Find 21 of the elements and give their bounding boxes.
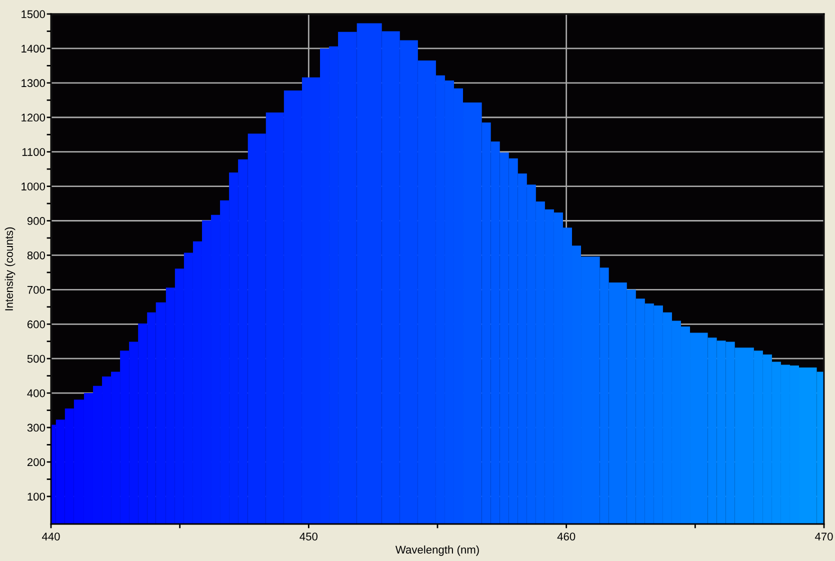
x-axis-title: Wavelength (nm) [395, 545, 479, 556]
y-tick-label: 900 [27, 217, 46, 225]
y-tick-label: 1500 [22, 10, 46, 18]
x-tick-label: 450 [300, 532, 318, 540]
x-tick-label: 440 [42, 532, 60, 540]
y-tick-label: 1200 [22, 114, 46, 122]
y-tick-label: 200 [27, 458, 46, 466]
y-tick-label: 400 [27, 389, 46, 398]
y-tick-label: 300 [27, 424, 46, 432]
y-tick-label: 800 [27, 251, 46, 260]
y-tick-label: 100 [28, 492, 46, 501]
y-tick-label: 500 [27, 354, 46, 363]
x-tick-label: 460 [557, 532, 576, 540]
y-axis-title: Intensity (counts) [4, 227, 16, 310]
y-tick-label: 1000 [22, 182, 46, 190]
y-tick-label: 1400 [22, 44, 46, 53]
y-tick-label: 1300 [22, 79, 46, 88]
y-tick-label: 600 [27, 320, 46, 328]
y-tick-label: 1100 [22, 148, 46, 156]
x-tick-label: 470 [814, 532, 833, 540]
y-tick-label: 700 [27, 286, 46, 294]
